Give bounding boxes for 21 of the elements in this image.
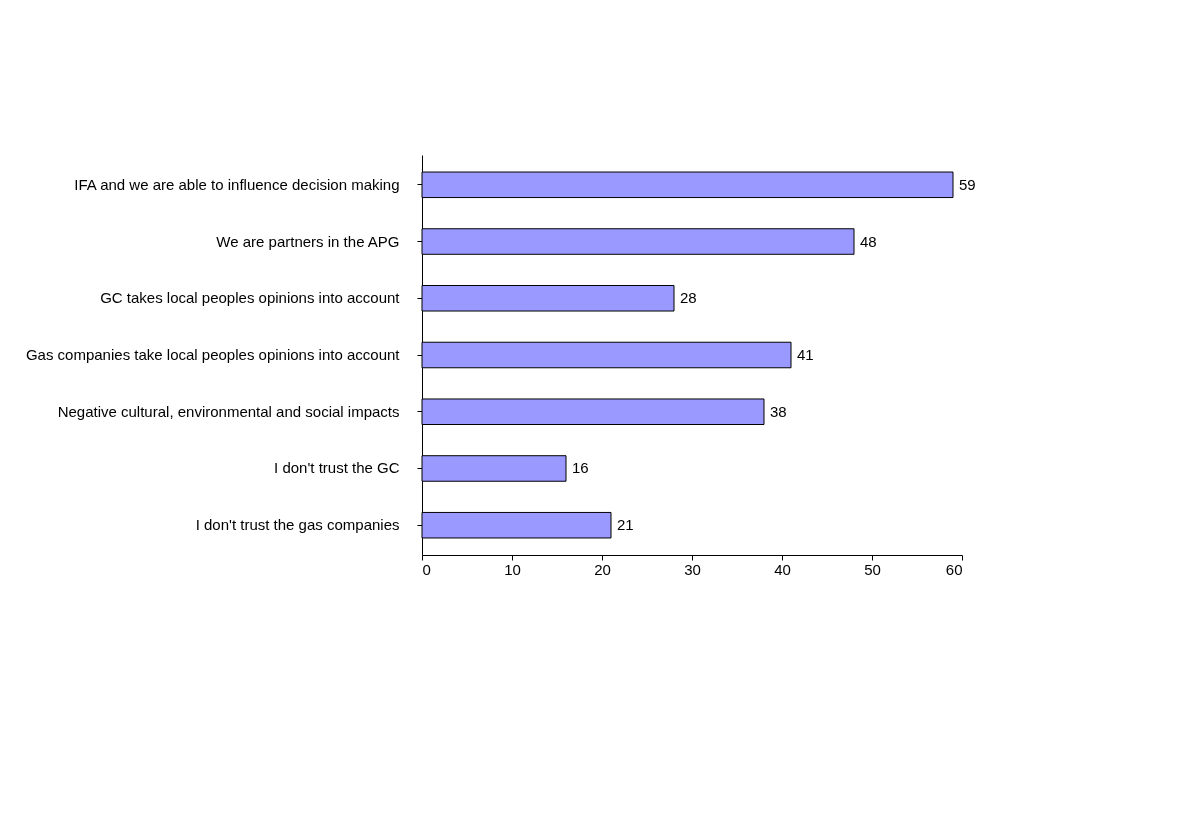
y-tick-label: IFA and we are able to influence decision making	[74, 175, 400, 193]
y-tick-label: I don't trust the GC	[274, 459, 400, 477]
data-label: 41	[797, 346, 814, 363]
data-label: 38	[770, 402, 787, 420]
x-tick-label: 50	[864, 560, 881, 578]
data-label: 21	[617, 516, 634, 534]
x-tick-label: 0	[422, 560, 431, 578]
y-tick-label: Negative cultural, environmental and social impacts	[57, 402, 400, 420]
data-label: 28	[680, 289, 697, 307]
data-label: 59	[959, 175, 976, 193]
x-tick-label: 20	[594, 560, 611, 578]
y-tick-label: I don't trust the gas companies	[195, 516, 400, 534]
x-tick-label: 60	[945, 560, 963, 578]
y-tick-label: GC takes local peoples opinions into account	[100, 289, 401, 307]
data-label: 48	[860, 232, 877, 250]
x-tick-label: 30	[684, 560, 701, 578]
data-label: 16	[572, 459, 589, 477]
y-tick-label: We are partners in the APG	[216, 232, 400, 250]
x-tick-label: 40	[774, 560, 791, 578]
y-tick-label: Gas companies take local peoples opinions into account	[25, 346, 401, 363]
x-tick-label: 10	[504, 560, 521, 578]
